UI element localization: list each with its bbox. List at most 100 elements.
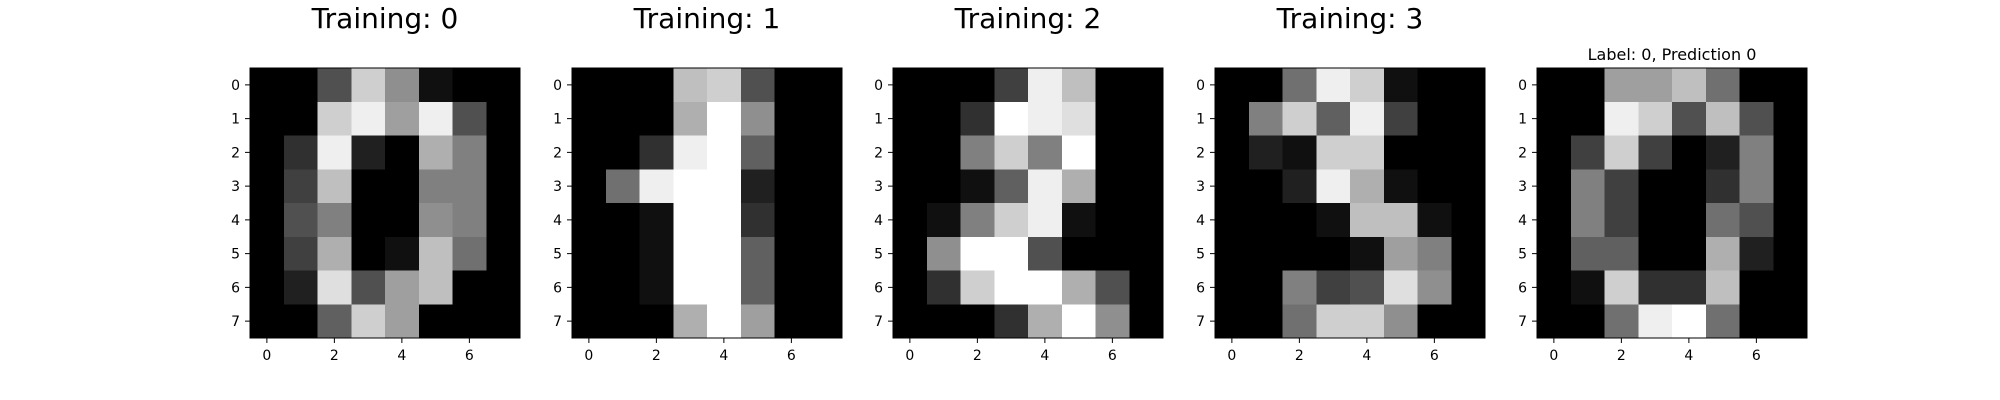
x-tick-label: 4 — [397, 348, 406, 364]
pixel-cell — [1129, 304, 1164, 339]
x-tick-label: 4 — [719, 348, 728, 364]
pixel-cell — [926, 270, 962, 305]
pixel-cell — [1570, 270, 1606, 305]
pixel-cell — [1705, 304, 1741, 339]
pixel-cell — [1215, 236, 1250, 272]
pixel-cell — [1129, 270, 1164, 305]
pixel-cell — [893, 203, 928, 238]
pixel-cell — [1638, 101, 1673, 137]
pixel-cell — [283, 135, 319, 170]
y-tick-label: 6 — [1518, 280, 1527, 296]
pixel-cell — [385, 135, 420, 170]
pixel-cell — [1451, 203, 1486, 238]
pixel-cell — [283, 236, 319, 272]
pixel-cell — [385, 270, 420, 305]
x-tick-label: 6 — [787, 348, 796, 364]
pixel-cell — [385, 304, 420, 339]
pixel-cell — [1672, 304, 1707, 339]
pixel-cell — [1215, 135, 1250, 170]
pixel-cell — [317, 304, 352, 339]
pixel-cell — [1061, 169, 1097, 204]
pixel-cell — [960, 169, 995, 204]
pixel-cell — [1282, 270, 1317, 305]
pixel-cell — [1248, 236, 1284, 272]
pixel-cell — [1028, 270, 1063, 305]
pixel-cell — [1095, 68, 1130, 103]
pixel-cell — [893, 304, 928, 339]
pixel-cell — [1316, 270, 1351, 305]
pixel-cell — [994, 101, 1029, 137]
pixel-cell — [960, 236, 995, 272]
pixel-cell — [250, 68, 285, 103]
pixel-cell — [418, 169, 454, 204]
pixel-cell — [1095, 135, 1130, 170]
pixel-cell — [452, 169, 487, 204]
y-tick-label: 4 — [1196, 213, 1205, 229]
pixel-cell — [808, 203, 843, 238]
pixel-cell — [1705, 135, 1741, 170]
pixel-cell — [639, 270, 674, 305]
pixel-cell — [1773, 101, 1808, 137]
pixel-cell — [774, 135, 809, 170]
y-tick-label: 5 — [1196, 247, 1205, 263]
y-tick-label: 5 — [553, 247, 562, 263]
pixel-cell — [1773, 135, 1808, 170]
pixel-cell — [926, 68, 962, 103]
pixel-cell — [707, 169, 742, 204]
pixel-cell — [1248, 270, 1284, 305]
pixel-cell — [1129, 203, 1164, 238]
pixel-cell — [418, 203, 454, 238]
pixel-cell — [1350, 68, 1385, 103]
pixel-cell — [1773, 203, 1808, 238]
y-tick-label: 0 — [1196, 78, 1205, 94]
pixel-cell — [1383, 68, 1419, 103]
pixel-cell — [774, 101, 809, 137]
pixel-cell — [351, 236, 386, 272]
pixel-cell — [283, 101, 319, 137]
pixel-cell — [1604, 203, 1639, 238]
pixel-cell — [639, 101, 674, 137]
pixel-cell — [1604, 304, 1639, 339]
pixel-cell — [572, 270, 607, 305]
x-tick-label: 0 — [584, 348, 593, 364]
pixel-cell — [1417, 203, 1452, 238]
pixel-cell — [740, 101, 776, 137]
pixel-cell — [774, 270, 809, 305]
pixel-cell — [774, 68, 809, 103]
pixel-cell — [1773, 68, 1808, 103]
panel-frame — [1214, 67, 1486, 339]
pixel-cell — [1129, 68, 1164, 103]
pixel-cell — [452, 270, 487, 305]
y-tick-label: 4 — [1518, 213, 1527, 229]
pixel-cell — [1672, 101, 1707, 137]
pixel-cell — [1570, 101, 1606, 137]
pixel-cell — [351, 68, 386, 103]
pixel-cell — [385, 236, 420, 272]
pixel-cell — [960, 270, 995, 305]
pixel-cell — [808, 135, 843, 170]
pixel-cell — [740, 270, 776, 305]
pixel-cell — [250, 135, 285, 170]
x-tick-label: 2 — [1617, 348, 1626, 364]
pixel-cell — [1570, 169, 1606, 204]
pixel-cell — [1061, 101, 1097, 137]
y-tick-label: 3 — [1196, 179, 1205, 195]
pixel-cell — [250, 236, 285, 272]
pixel-cell — [960, 135, 995, 170]
pixel-cell — [1638, 236, 1673, 272]
pixel-cell — [808, 169, 843, 204]
pixel-cell — [1705, 101, 1741, 137]
pixel-cell — [639, 236, 674, 272]
pixel-cell — [1417, 101, 1452, 137]
digit-panel: Training: 2 0 1 2 3 4 5 6 7 0 2 4 6 — [874, 2, 1164, 364]
pixel-cell — [283, 304, 319, 339]
pixel-cell — [1095, 203, 1130, 238]
pixel-cell — [707, 135, 742, 170]
x-tick-label: 6 — [1430, 348, 1439, 364]
digit-panel: Label: 0, Prediction 0 0 1 2 3 4 5 6 7 0 2 4 6 — [1518, 45, 1808, 364]
y-tick-label: 1 — [1518, 112, 1527, 128]
pixel-cell — [486, 68, 521, 103]
pixel-cell — [1215, 203, 1250, 238]
y-tick-label: 0 — [553, 78, 562, 94]
pixel-cell — [926, 169, 962, 204]
